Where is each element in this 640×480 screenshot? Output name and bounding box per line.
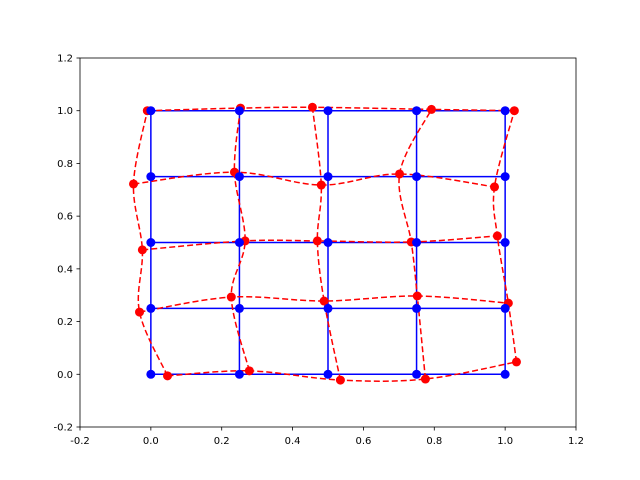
column-line	[132, 110, 169, 377]
point	[490, 182, 500, 192]
point	[323, 238, 333, 247]
point	[323, 303, 333, 313]
x-tick-label: 0.6	[355, 436, 371, 447]
x-tick-label: 0.2	[214, 436, 230, 447]
x-tick-label: -0.2	[70, 436, 90, 447]
point	[500, 303, 510, 313]
point	[137, 245, 147, 255]
point	[146, 369, 156, 379]
point	[234, 303, 244, 313]
y-tick-label: -0.2	[53, 423, 73, 434]
point	[500, 106, 510, 116]
point	[312, 236, 322, 246]
y-tick-label: 1.0	[57, 106, 73, 117]
point	[412, 172, 422, 182]
point	[128, 179, 138, 189]
point	[244, 366, 254, 376]
point	[316, 180, 326, 190]
point	[412, 369, 422, 379]
y-tick-label: 0.0	[57, 370, 73, 381]
point	[509, 106, 519, 116]
point	[234, 369, 244, 379]
point	[226, 292, 236, 302]
point	[323, 106, 333, 116]
point	[412, 238, 422, 247]
point	[426, 104, 436, 114]
column-line	[230, 108, 251, 372]
point	[420, 374, 430, 384]
y-tick-label: 1.2	[57, 54, 73, 65]
y-tick-label: 0.6	[57, 212, 73, 223]
point	[412, 106, 422, 116]
point	[412, 291, 422, 301]
point	[500, 238, 510, 247]
x-tick-label: 0.4	[285, 436, 301, 447]
point	[234, 238, 244, 247]
point	[412, 303, 422, 313]
x-tick-label: 0.0	[143, 436, 159, 447]
point	[500, 172, 510, 182]
point	[511, 357, 521, 367]
point	[234, 106, 244, 116]
y-tick-label: 0.2	[57, 317, 73, 328]
point	[146, 172, 156, 182]
point	[335, 375, 345, 385]
x-tick-label: 0.8	[426, 436, 442, 447]
point	[307, 102, 317, 112]
point	[500, 369, 510, 379]
point	[319, 296, 329, 306]
point	[146, 303, 156, 313]
point	[163, 371, 173, 381]
point	[323, 172, 333, 182]
plot-frame	[79, 57, 577, 428]
x-tick-label: 1.2	[568, 436, 584, 447]
point	[135, 307, 145, 317]
y-tick-label: 0.4	[57, 264, 73, 275]
point	[146, 106, 156, 116]
point	[492, 231, 502, 241]
y-tick-label: 0.8	[57, 159, 73, 170]
point	[146, 238, 156, 247]
point	[395, 169, 405, 179]
point	[323, 369, 333, 379]
point	[234, 172, 244, 182]
x-tick-label: 1.0	[497, 436, 513, 447]
